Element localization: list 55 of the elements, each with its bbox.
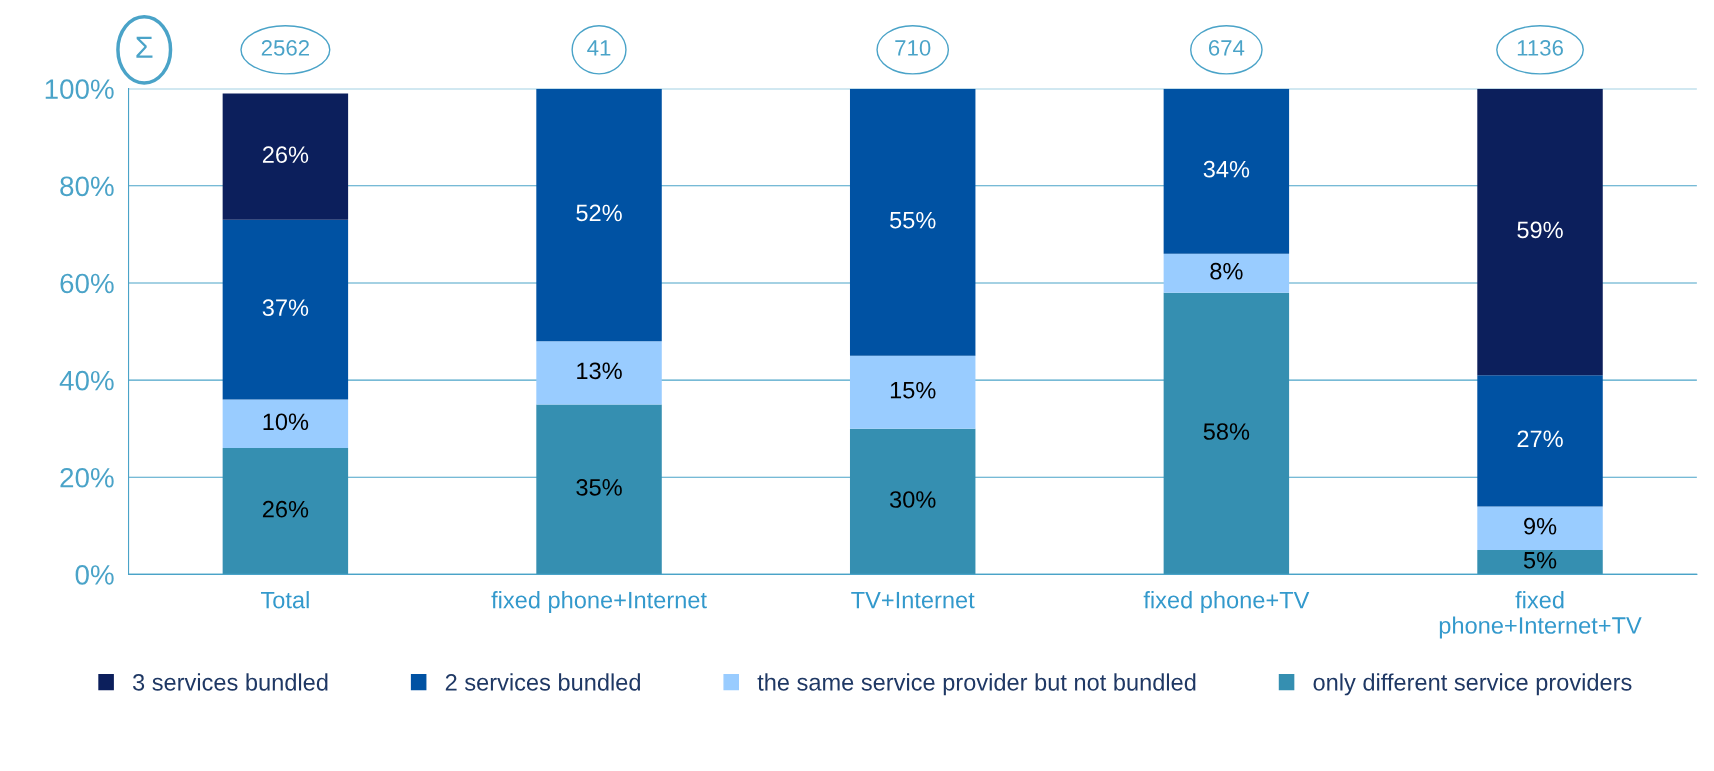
data-label: 15% xyxy=(890,381,936,399)
x-tick-label: fixed phone+Internet xyxy=(491,591,707,614)
legend-label: 3 services bundled xyxy=(132,673,328,691)
legend-label: 2 services bundled xyxy=(445,673,640,691)
data-label: 13% xyxy=(577,362,622,380)
bar xyxy=(849,428,976,575)
data-label: 10% xyxy=(263,413,309,431)
y-tick-label: 40% xyxy=(59,370,114,391)
bar xyxy=(536,404,662,575)
bar xyxy=(1477,506,1603,551)
data-label: 58% xyxy=(1203,423,1250,440)
y-tick-label: 60% xyxy=(60,273,114,294)
bar xyxy=(536,341,662,405)
text: 1136 xyxy=(1517,40,1563,56)
bar xyxy=(849,88,976,356)
bar xyxy=(1163,88,1290,254)
text: 2562 xyxy=(261,40,309,56)
data-label: 8% xyxy=(1210,262,1243,280)
x-tick-label: TV+Internet xyxy=(851,591,975,609)
data-label: 35% xyxy=(576,479,622,496)
bar xyxy=(1477,375,1603,507)
bar xyxy=(222,448,349,575)
bar xyxy=(1477,550,1603,575)
data-label: 9% xyxy=(1524,517,1557,535)
bar xyxy=(1163,292,1290,575)
y-tick-label: 100% xyxy=(45,79,114,99)
data-label: 30% xyxy=(889,491,936,508)
data-label: 27% xyxy=(1517,430,1563,448)
y-tick-label: 20% xyxy=(60,467,114,488)
text: 710 xyxy=(895,40,931,56)
bar xyxy=(1163,253,1290,293)
data-label: 26% xyxy=(262,146,309,164)
legend-label: only different service providers xyxy=(1313,673,1632,696)
bar xyxy=(536,88,662,342)
data-label: 37% xyxy=(262,299,309,317)
x-tick-label: Total xyxy=(260,591,309,609)
x-tick-label: fixed phone+TV xyxy=(1143,591,1310,614)
y-tick-label: 0% xyxy=(75,565,114,585)
bar xyxy=(849,355,976,429)
bar xyxy=(222,219,349,400)
bar xyxy=(222,399,349,449)
bar xyxy=(222,93,349,220)
data-label: 34% xyxy=(1203,160,1250,178)
data-label: 5% xyxy=(1523,551,1557,569)
y-tick-label: 80% xyxy=(60,176,114,197)
data-label: 52% xyxy=(576,204,622,222)
text: Σ xyxy=(136,36,153,58)
text: 674 xyxy=(1208,40,1245,56)
legend-label: the same service provider but not bundled xyxy=(757,673,1196,696)
text: 41 xyxy=(587,40,611,56)
x-tick-label: fixed phone+Internet+TV xyxy=(1439,591,1642,639)
bar xyxy=(1477,88,1603,376)
data-label: 55% xyxy=(890,211,936,229)
data-label: 59% xyxy=(1517,221,1563,239)
data-label: 26% xyxy=(262,500,309,518)
